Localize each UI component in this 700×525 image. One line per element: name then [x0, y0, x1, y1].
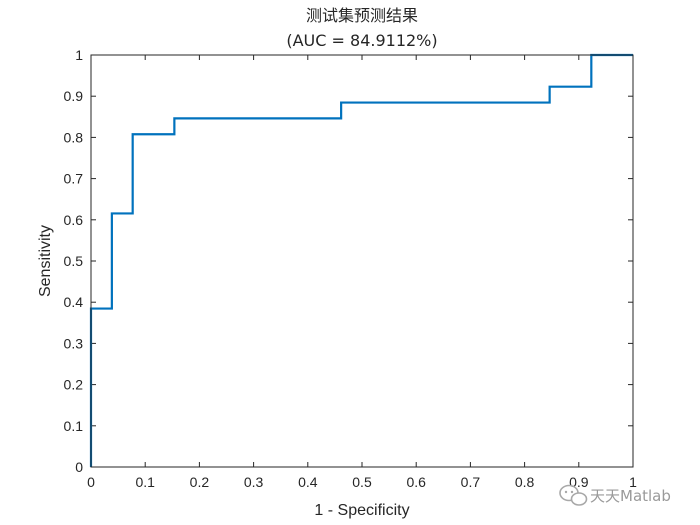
watermark-text: 天天Matlab	[590, 487, 671, 505]
y-axis-ticks: 0 0.1 0.2 0.3 0.4 0.5 0.6 0.7 0.8 0.9 1	[64, 47, 633, 475]
x-tick-label: 0.5	[352, 474, 372, 490]
chart-subtitle: (AUC = 84.9112%)	[286, 31, 437, 50]
y-tick-label: 1	[75, 47, 83, 63]
y-tick-label: 0.3	[64, 335, 84, 351]
x-tick-label: 1	[629, 474, 637, 490]
y-axis-label: Sensitivity	[37, 225, 54, 297]
x-tick-label: 0.4	[298, 474, 318, 490]
watermark: 天天Matlab	[559, 484, 671, 506]
x-axis-label: 1 - Specificity	[314, 502, 409, 519]
y-tick-label: 0.5	[64, 253, 84, 269]
y-tick-label: 0	[75, 459, 83, 475]
x-tick-label: 0.9	[569, 474, 589, 490]
x-tick-label: 0	[87, 474, 95, 490]
roc-curve	[89, 53, 633, 467]
y-tick-label: 0.7	[64, 171, 84, 187]
x-axis-ticks: 0 0.1 0.2 0.3 0.4 0.5 0.6 0.7 0.8 0.9 1	[87, 55, 637, 490]
y-tick-label: 0.8	[64, 129, 84, 145]
y-tick-label: 0.2	[64, 377, 84, 393]
wechat-icon	[559, 484, 588, 506]
x-tick-label: 0.7	[461, 474, 481, 490]
plot-frame	[90, 54, 634, 468]
x-tick-label: 0.8	[515, 474, 535, 490]
x-tick-label: 0.1	[135, 474, 155, 490]
y-tick-label: 0.9	[64, 88, 84, 104]
y-tick-label: 0.4	[64, 294, 84, 310]
y-tick-label: 0.1	[64, 418, 84, 434]
x-tick-label: 0.2	[190, 474, 210, 490]
y-tick-label: 0.6	[64, 212, 84, 228]
x-tick-label: 0.6	[406, 474, 426, 490]
x-tick-label: 0.3	[244, 474, 264, 490]
plot-area	[91, 55, 633, 467]
chart-title: 测试集预测结果	[306, 6, 418, 25]
